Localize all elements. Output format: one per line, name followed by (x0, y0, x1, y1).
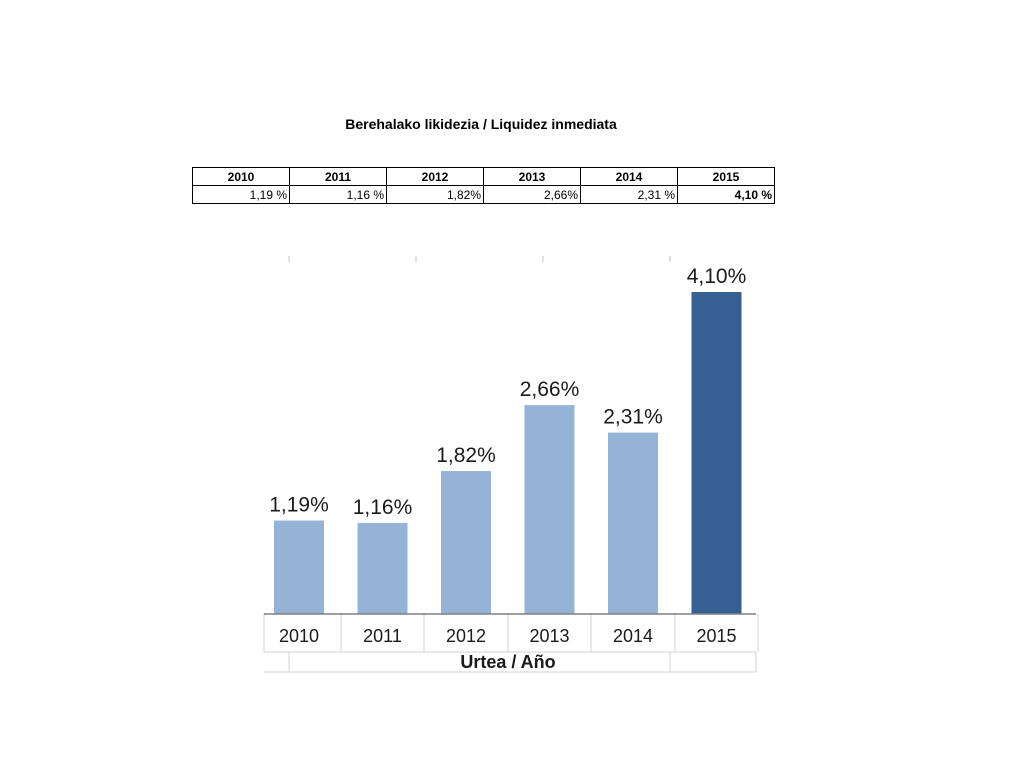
data-table: 2010 2011 2012 2013 2014 2015 1,19 % 1,1… (192, 167, 775, 204)
tick-label: 2015 (696, 626, 736, 646)
bar (441, 471, 491, 614)
data-label: 1,82% (436, 444, 496, 467)
bar (608, 432, 658, 614)
bar (691, 292, 742, 614)
tick-label: 2012 (446, 626, 486, 646)
bar (357, 522, 408, 614)
bar (274, 520, 324, 614)
data-label: 1,19% (269, 494, 329, 517)
table-row-years: 2010 2011 2012 2013 2014 2015 (192, 167, 775, 186)
tick-label: 2013 (529, 626, 569, 646)
table-cell-value: 2,31 % (580, 185, 678, 204)
bar (524, 405, 575, 614)
table-cell-year: 2011 (289, 167, 387, 186)
tick-label: 2011 (363, 626, 402, 646)
table-cell-value: 2,66% (483, 185, 581, 204)
data-label: 2,31% (603, 406, 663, 429)
table-cell-year: 2015 (677, 167, 775, 186)
table-row-values: 1,19 % 1,16 % 1,82% 2,66% 2,31 % 4,10 % (192, 185, 775, 204)
data-label: 4,10% (687, 265, 747, 288)
data-label: 1,16% (353, 496, 413, 519)
tick-label: 2014 (613, 626, 653, 646)
data-label: 2,66% (520, 378, 580, 401)
page-title: Berehalako likidezia / Liquidez inmediat… (345, 116, 617, 132)
x-axis-title: Urtea / Año (460, 652, 555, 672)
table-cell-value: 4,10 % (677, 185, 775, 204)
tick-label: 2010 (279, 626, 319, 646)
table-cell-value: 1,82% (386, 185, 484, 204)
table-cell-value: 1,16 % (289, 185, 387, 204)
